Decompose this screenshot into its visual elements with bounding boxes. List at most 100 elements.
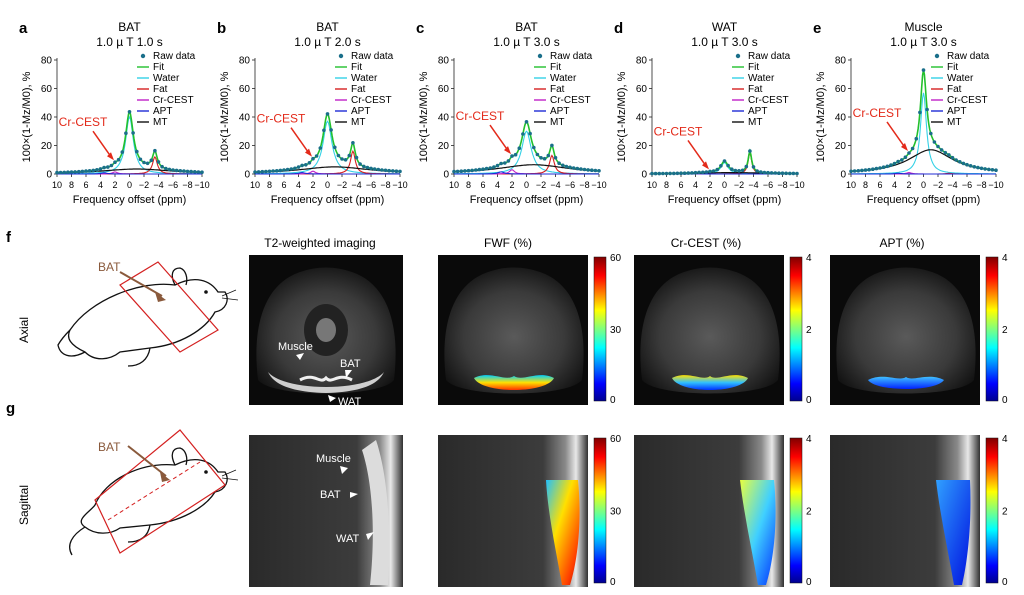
raw-data-point: [987, 167, 991, 172]
raw-data-point: [726, 163, 730, 168]
x-tick-label: 4: [495, 180, 500, 190]
raw-data-point: [791, 171, 796, 176]
raw-data-point: [174, 168, 179, 173]
raw-data-point: [546, 153, 551, 158]
raw-data-point: [889, 163, 893, 167]
sagittal-wat-label: WAT: [336, 533, 359, 545]
legend-label: Water: [153, 73, 180, 84]
raw-data-point: [773, 171, 778, 175]
y-tick-label: 60: [239, 84, 251, 95]
panel-subtitle: 1.0 µ T 3.0 s: [890, 35, 957, 49]
raw-data-point: [513, 152, 518, 157]
crcest-arrow: [489, 124, 510, 153]
raw-data-point: [300, 163, 304, 168]
raw-data-point: [510, 154, 514, 158]
colorbar-tick-label: 0: [1002, 577, 1008, 588]
column-title-t2: T2-weighted imaging: [264, 236, 375, 250]
colorbar-tick-label: 0: [1002, 395, 1008, 406]
raw-data-point: [722, 159, 727, 163]
legend-label: Raw data: [351, 51, 394, 62]
raw-data-point: [881, 165, 886, 169]
axial-wat-arrow: [328, 395, 336, 402]
raw-data-point: [200, 170, 204, 174]
legend-label: Fat: [947, 84, 962, 95]
axial-muscle-label: Muscle: [278, 341, 313, 353]
raw-data-point: [701, 170, 705, 175]
raw-data-point: [325, 112, 330, 116]
column-title-fwf: FWF (%): [484, 236, 532, 250]
raw-data-point: [965, 162, 969, 167]
legend-label: Cr-CEST: [351, 95, 392, 106]
raw-data-point: [362, 164, 366, 169]
apt-curve: [255, 172, 400, 175]
x-tick-label: −8: [777, 180, 787, 190]
raw-data-point: [704, 170, 709, 174]
raw-data-point: [697, 170, 701, 175]
raw-data-point: [131, 131, 135, 135]
raw-data-point: [950, 155, 955, 160]
y-tick-label: 20: [239, 141, 251, 152]
legend-marker-raw: [537, 53, 543, 59]
raw-data-point: [954, 158, 958, 162]
y-tick-label: 80: [239, 56, 251, 67]
raw-data-point: [506, 159, 511, 163]
x-tick-label: 2: [707, 180, 712, 190]
legend-marker-raw: [338, 53, 344, 59]
legend-label: Water: [748, 73, 775, 84]
panel-title: WAT: [712, 20, 738, 34]
sagittal-bat-arrow: [350, 492, 358, 498]
raw-data-point: [903, 155, 908, 159]
colorbar-tick-label: 0: [610, 395, 616, 406]
sagittal-fwf-map: [438, 435, 588, 587]
raw-data-point: [336, 153, 341, 158]
legend-label: Cr-CEST: [748, 95, 789, 106]
y-tick-label: 60: [41, 84, 53, 95]
legend-label: MT: [550, 117, 564, 128]
y-axis-label: 100×(1-Mz/M0), %: [21, 71, 33, 162]
raw-data-point: [690, 171, 694, 175]
x-tick-label: 4: [693, 180, 698, 190]
raw-data-point: [116, 157, 121, 162]
axial-bat-label: BAT: [340, 358, 361, 370]
raw-data-point: [164, 166, 168, 171]
apt-curve: [851, 172, 996, 175]
legend-label: APT: [351, 106, 370, 117]
raw-data-point: [387, 168, 391, 173]
y-tick-label: 40: [239, 113, 251, 124]
raw-data-point: [127, 110, 132, 114]
raw-data-point: [84, 169, 88, 173]
raw-data-point: [182, 169, 186, 173]
sagittal-bat-label: BAT: [320, 489, 341, 501]
raw-data-point: [62, 170, 67, 175]
raw-data-point: [521, 132, 525, 136]
raw-data-point: [542, 156, 547, 161]
raw-data-point: [769, 171, 774, 175]
raw-data-point: [708, 169, 712, 174]
y-axis-label: 100×(1-Mz/M0), %: [418, 71, 430, 162]
legend-label: Raw data: [550, 51, 593, 62]
raw-data-point: [185, 169, 190, 174]
water-curve: [255, 120, 400, 175]
x-tick-label: −4: [947, 180, 957, 190]
raw-data-point: [878, 166, 882, 170]
raw-data-point: [914, 136, 919, 141]
y-tick-label: 0: [443, 170, 449, 181]
panel-letter: d: [614, 20, 623, 37]
panel-title: Muscle: [904, 20, 942, 34]
y-tick-label: 40: [438, 113, 450, 124]
panel-letter: e: [813, 20, 821, 37]
legend-label: Fit: [550, 62, 561, 73]
raw-data-point: [524, 120, 529, 124]
x-tick-label: −4: [351, 180, 361, 190]
raw-data-point: [470, 168, 474, 173]
legend-label: Fat: [550, 84, 565, 95]
sagittal-crcest-map: [634, 435, 784, 587]
raw-data-point: [474, 168, 478, 172]
raw-data-point: [910, 146, 915, 151]
mouse-illustration-sagittal: [69, 429, 239, 556]
raw-data-point: [947, 153, 951, 157]
raw-data-point: [550, 143, 554, 148]
